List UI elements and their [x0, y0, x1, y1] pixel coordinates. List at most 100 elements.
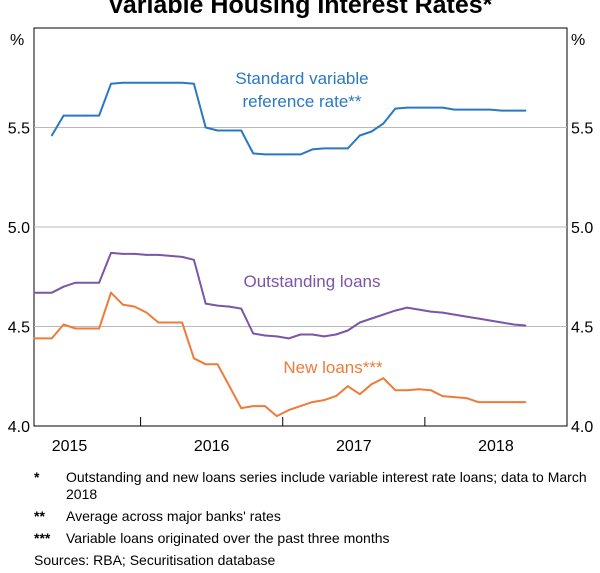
data-point-new-loans-41: [512, 401, 515, 404]
data-point-new-loans-42: [524, 401, 527, 404]
y-axis-unit-right: %: [571, 32, 585, 49]
data-point-outstanding-loans-7: [110, 251, 112, 254]
data-point-standard-variable-reference-rate-37: [477, 108, 480, 111]
data-point-outstanding-loans-42: [524, 324, 527, 327]
data-point-new-loans-6: [98, 327, 100, 330]
data-point-new-loans-20: [264, 405, 266, 407]
data-point-standard-variable-reference-rate-24: [323, 147, 326, 150]
data-point-standard-variable-reference-rate-17: [240, 129, 243, 132]
data-point-outstanding-loans-24: [311, 333, 314, 336]
data-point-new-loans-14: [193, 357, 195, 360]
footnote-3: *** Variable loans originated over the p…: [34, 530, 600, 547]
data-point-new-loans-36: [453, 396, 456, 399]
y-tick-right-4.0: 4.0: [571, 419, 593, 436]
data-point-standard-variable-reference-rate-19: [264, 153, 266, 156]
data-point-new-loans-29: [370, 383, 373, 386]
footnote-2: ** Average across major banks' rates: [34, 508, 600, 525]
data-point-standard-variable-reference-rate-13: [193, 82, 195, 85]
data-point-outstanding-loans-6: [98, 281, 100, 284]
data-point-outstanding-loans-28: [358, 321, 361, 324]
data-point-new-loans-1: [33, 337, 35, 340]
data-point-new-loans-4: [74, 327, 77, 330]
y-axis-unit-left: %: [10, 32, 24, 49]
data-point-standard-variable-reference-rate-20: [275, 153, 278, 156]
data-point-outstanding-loans-11: [157, 253, 160, 256]
footnote-2-mark: **: [34, 508, 45, 524]
data-point-outstanding-loans-1: [33, 291, 35, 294]
y-tick-left-5.5: 5.5: [8, 121, 30, 138]
series-line-outstanding-loans: [34, 251, 526, 340]
data-point-outstanding-loans-2: [50, 291, 53, 294]
data-point-standard-variable-reference-rate-35: [453, 108, 456, 111]
x-tick-2015: 2015: [52, 438, 88, 455]
data-point-outstanding-loans-22: [287, 337, 290, 340]
data-point-new-loans-11: [157, 321, 160, 324]
x-tick-2017: 2017: [336, 438, 372, 455]
series-line-new-loans: [34, 291, 526, 418]
series-label-standard-variable-reference-rate-line-2: reference rate**: [242, 92, 361, 111]
data-point-standard-variable-reference-rate-21: [287, 153, 290, 156]
data-point-standard-variable-reference-rate-15: [216, 129, 219, 132]
data-point-outstanding-loans-9: [133, 252, 136, 255]
series-label-standard-variable-reference-rate-line-1: Standard variable: [235, 69, 368, 88]
data-point-new-loans-32: [406, 389, 408, 392]
data-point-standard-variable-reference-rate-26: [346, 147, 349, 150]
data-point-standard-variable-reference-rate-10: [157, 81, 160, 84]
data-point-standard-variable-reference-rate-39: [501, 109, 503, 112]
data-point-new-loans-16: [216, 363, 219, 366]
data-point-standard-variable-reference-rate-31: [406, 106, 408, 109]
data-point-new-loans-33: [417, 388, 420, 391]
data-point-standard-variable-reference-rate-2: [62, 114, 65, 117]
data-point-standard-variable-reference-rate-41: [524, 109, 527, 112]
y-tick-right-5.5: 5.5: [571, 121, 593, 138]
data-point-outstanding-loans-5: [86, 281, 89, 284]
data-point-outstanding-loans-17: [228, 305, 231, 308]
data-point-new-loans-23: [299, 405, 302, 407]
data-point-outstanding-loans-25: [323, 335, 326, 338]
data-point-outstanding-loans-34: [429, 310, 432, 313]
data-point-standard-variable-reference-rate-1: [50, 134, 53, 137]
data-point-outstanding-loans-38: [477, 317, 480, 320]
footnote-2-text: Average across major banks' rates: [66, 508, 281, 524]
y-tick-left-5.0: 5.0: [8, 220, 30, 237]
data-point-standard-variable-reference-rate-32: [417, 106, 420, 109]
data-point-new-loans-10: [145, 311, 148, 314]
sources-line: Sources: RBA; Securitisation database: [34, 552, 276, 568]
series-label-outstanding-loans-line-1: Outstanding loans: [243, 272, 380, 291]
data-point-new-loans-17: [228, 385, 231, 388]
x-tick-2018: 2018: [478, 438, 514, 455]
data-point-standard-variable-reference-rate-6: [110, 82, 112, 85]
data-point-new-loans-5: [86, 327, 89, 330]
data-point-standard-variable-reference-rate-36: [465, 108, 468, 111]
data-point-outstanding-loans-3: [62, 285, 65, 288]
data-point-new-loans-13: [181, 321, 184, 324]
data-point-outstanding-loans-40: [501, 321, 503, 324]
data-point-new-loans-25: [323, 399, 326, 402]
series-label-new-loans-line-1: New loans***: [283, 358, 383, 377]
data-point-new-loans-8: [121, 303, 124, 306]
data-point-outstanding-loans-31: [394, 309, 397, 312]
data-point-new-loans-37: [465, 397, 468, 400]
data-point-outstanding-loans-20: [264, 334, 266, 337]
data-point-standard-variable-reference-rate-14: [204, 126, 207, 129]
data-point-outstanding-loans-8: [121, 252, 124, 255]
data-point-standard-variable-reference-rate-40: [512, 109, 515, 112]
data-point-new-loans-24: [311, 401, 314, 404]
data-point-new-loans-28: [358, 393, 361, 396]
data-point-standard-variable-reference-rate-28: [370, 130, 373, 133]
data-point-outstanding-loans-4: [74, 281, 77, 284]
data-point-outstanding-loans-39: [489, 319, 491, 322]
y-tick-left-4.5: 4.5: [8, 320, 30, 337]
data-point-standard-variable-reference-rate-34: [441, 106, 444, 109]
data-point-new-loans-35: [441, 395, 444, 398]
data-point-outstanding-loans-26: [335, 333, 337, 336]
data-point-outstanding-loans-23: [299, 333, 302, 336]
data-point-outstanding-loans-21: [275, 335, 278, 338]
data-point-standard-variable-reference-rate-25: [335, 147, 337, 150]
data-point-new-loans-2: [50, 337, 53, 340]
data-point-outstanding-loans-19: [252, 332, 255, 335]
data-point-new-loans-9: [133, 305, 136, 308]
data-point-new-loans-27: [346, 385, 349, 388]
data-point-outstanding-loans-29: [370, 317, 373, 320]
data-point-new-loans-15: [204, 363, 207, 366]
